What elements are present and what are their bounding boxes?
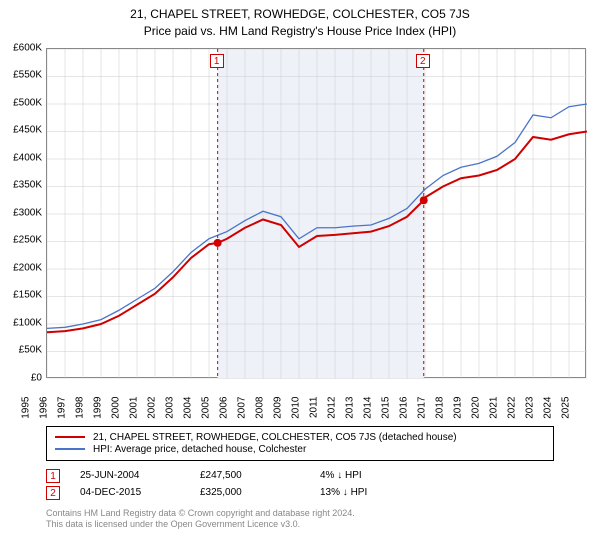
x-axis-label: 2008 xyxy=(255,396,266,436)
x-axis-label: 2001 xyxy=(129,396,140,436)
x-axis-label: 2010 xyxy=(291,396,302,436)
transaction-price: £247,500 xyxy=(200,470,300,481)
x-axis-label: 2018 xyxy=(435,396,446,436)
transaction-date: 25-JUN-2004 xyxy=(80,470,180,481)
y-axis-label: £200K xyxy=(0,262,42,273)
x-axis-label: 1998 xyxy=(75,396,86,436)
x-axis-label: 2019 xyxy=(453,396,464,436)
transaction-row: 1 25-JUN-2004 £247,500 4% ↓ HPI xyxy=(46,469,554,483)
x-axis-label: 2000 xyxy=(111,396,122,436)
x-axis-label: 2022 xyxy=(507,396,518,436)
transaction-marker: 1 xyxy=(46,469,60,483)
x-axis-label: 2021 xyxy=(489,396,500,436)
x-axis-label: 1997 xyxy=(57,396,68,436)
legend-label: HPI: Average price, detached house, Colc… xyxy=(93,444,306,455)
y-axis-label: £450K xyxy=(0,125,42,136)
transaction-delta: 4% ↓ HPI xyxy=(320,470,420,481)
x-axis-label: 1999 xyxy=(93,396,104,436)
x-axis-label: 2013 xyxy=(345,396,356,436)
x-axis-label: 2009 xyxy=(273,396,284,436)
plot-area xyxy=(46,48,586,378)
x-axis-label: 2006 xyxy=(219,396,230,436)
y-axis-label: £350K xyxy=(0,180,42,191)
x-axis-label: 2012 xyxy=(327,396,338,436)
y-axis-label: £550K xyxy=(0,70,42,81)
chart-svg xyxy=(47,49,587,379)
x-axis-label: 2016 xyxy=(399,396,410,436)
page-title-2: Price paid vs. HM Land Registry's House … xyxy=(0,23,600,40)
credit-line-1: Contains HM Land Registry data © Crown c… xyxy=(46,508,554,520)
x-axis-label: 2025 xyxy=(561,396,572,436)
transaction-price: £325,000 xyxy=(200,487,300,498)
chart-marker-1: 1 xyxy=(210,54,224,68)
y-axis-label: £300K xyxy=(0,207,42,218)
credits: Contains HM Land Registry data © Crown c… xyxy=(46,508,554,531)
x-axis-label: 2003 xyxy=(165,396,176,436)
credit-line-2: This data is licensed under the Open Gov… xyxy=(46,519,554,531)
x-axis-label: 2011 xyxy=(309,396,320,436)
x-axis-label: 2023 xyxy=(525,396,536,436)
x-axis-label: 2020 xyxy=(471,396,482,436)
y-axis-label: £0 xyxy=(0,372,42,383)
x-axis-label: 1995 xyxy=(21,396,32,436)
transaction-delta: 13% ↓ HPI xyxy=(320,487,420,498)
y-axis-label: £500K xyxy=(0,97,42,108)
transaction-row: 2 04-DEC-2015 £325,000 13% ↓ HPI xyxy=(46,486,554,500)
transaction-date: 04-DEC-2015 xyxy=(80,487,180,498)
x-axis-label: 2007 xyxy=(237,396,248,436)
chart-marker-2: 2 xyxy=(416,54,430,68)
y-axis-label: £400K xyxy=(0,152,42,163)
legend-swatch xyxy=(55,448,85,450)
x-axis-label: 1996 xyxy=(39,396,50,436)
legend-item: HPI: Average price, detached house, Colc… xyxy=(55,444,545,455)
x-axis-label: 2002 xyxy=(147,396,158,436)
x-axis-label: 2024 xyxy=(543,396,554,436)
y-axis-label: £50K xyxy=(0,345,42,356)
chart-container: £0 £50K £100K £150K £200K £250K £300K £350K £400… xyxy=(0,44,600,424)
page-title-1: 21, CHAPEL STREET, ROWHEDGE, COLCHESTER,… xyxy=(0,6,600,23)
x-axis-label: 2017 xyxy=(417,396,428,436)
transaction-marker: 2 xyxy=(46,486,60,500)
x-axis-label: 2014 xyxy=(363,396,374,436)
y-axis-label: £100K xyxy=(0,317,42,328)
y-axis-label: £600K xyxy=(0,42,42,53)
transactions-table: 1 25-JUN-2004 £247,500 4% ↓ HPI 2 04-DEC-2015… xyxy=(46,469,554,500)
y-axis-label: £150K xyxy=(0,290,42,301)
y-axis-label: £250K xyxy=(0,235,42,246)
x-axis-label: 2005 xyxy=(201,396,212,436)
x-axis-label: 2015 xyxy=(381,396,392,436)
x-axis-label: 2004 xyxy=(183,396,194,436)
